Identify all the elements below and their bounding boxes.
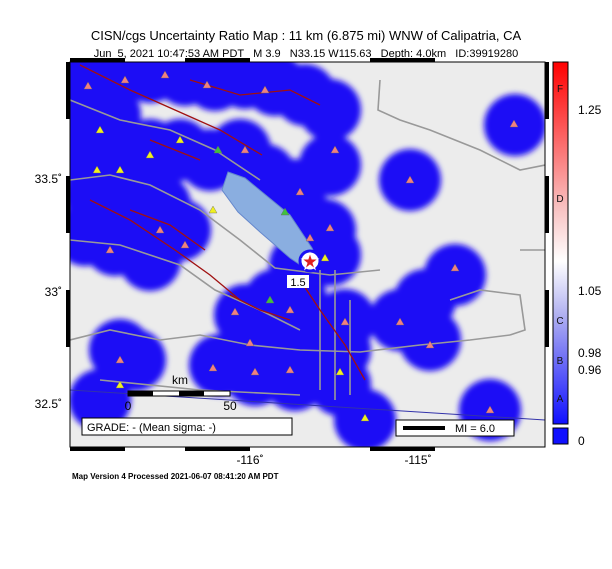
scale-end: 50	[223, 399, 237, 413]
station	[120, 75, 130, 84]
colorbar-value: 0.96	[578, 363, 602, 377]
station	[83, 81, 93, 90]
mi-legend-text: MI = 6.0	[455, 423, 495, 435]
colorbar-value: 1.05	[578, 284, 602, 298]
station	[245, 338, 255, 347]
map-frame	[69, 61, 546, 448]
station	[155, 225, 165, 234]
station	[325, 223, 335, 232]
station	[115, 380, 125, 389]
stations	[83, 70, 519, 422]
scale-bar-segment	[128, 391, 153, 396]
station	[265, 295, 275, 304]
colorbar-value: 0	[578, 434, 585, 448]
station	[145, 150, 155, 159]
station	[485, 405, 495, 414]
uncertainty-blob	[70, 369, 131, 431]
scale-unit: km	[172, 373, 188, 387]
station	[450, 263, 460, 272]
contour-label-box	[287, 275, 309, 288]
frame-ticks	[66, 58, 549, 451]
faults	[79, 64, 366, 381]
station	[115, 165, 125, 174]
mi-legend-box	[395, 419, 515, 437]
station	[335, 367, 345, 376]
station	[340, 317, 350, 326]
colorbar-value: 0.98	[578, 346, 602, 360]
station	[509, 119, 519, 128]
station	[285, 365, 295, 374]
station	[213, 145, 223, 154]
station	[295, 187, 305, 196]
station	[230, 307, 240, 316]
grade-label: F	[557, 84, 563, 95]
grade-label: B	[557, 356, 564, 367]
station	[425, 340, 435, 349]
colorbar-min	[552, 427, 569, 445]
lon-label: -115˚	[404, 453, 431, 467]
station	[305, 233, 315, 242]
station	[115, 355, 125, 364]
station	[360, 413, 370, 422]
station	[285, 305, 295, 314]
station	[240, 145, 250, 154]
uncertainty-blob	[264, 349, 326, 411]
epicenter	[300, 251, 320, 271]
station	[405, 175, 415, 184]
lat-label: 33˚	[45, 285, 62, 299]
station	[95, 125, 105, 134]
scale-bar-segment	[179, 391, 204, 396]
lon-label: -116˚	[236, 453, 263, 467]
lat-label: 33.5˚	[35, 172, 62, 186]
colorbar-value: 1.25	[578, 103, 602, 117]
roads	[70, 79, 545, 400]
station	[160, 70, 170, 79]
scale-start: 0	[125, 399, 132, 413]
station	[208, 363, 218, 372]
station	[175, 135, 185, 144]
station	[330, 145, 340, 154]
station	[250, 367, 260, 376]
grade-label: C	[556, 316, 563, 327]
colorbar	[552, 61, 569, 425]
title: CISN/cgs Uncertainty Ratio Map : 11 km (…	[91, 28, 522, 43]
grade-label: A	[557, 394, 564, 405]
uncertainty-blob	[424, 244, 486, 306]
map-area: 1.5 GRADE: - (Mean sigma: -) MI = 6.0 km…	[70, 62, 545, 447]
station	[260, 85, 270, 94]
station	[280, 207, 290, 216]
grade-box	[81, 417, 293, 436]
station	[180, 240, 190, 249]
footer: Map Version 4 Processed 2021-06-07 08:41…	[72, 472, 279, 481]
station	[92, 165, 102, 174]
subtitle: Jun 5, 2021 10:47:53 AM PDT M 3.9 N33.15…	[94, 48, 519, 60]
grade-text: GRADE: - (Mean sigma: -)	[87, 422, 216, 434]
station	[208, 205, 218, 214]
uncertainty-blob	[299, 79, 361, 141]
uncertainty-blob	[119, 229, 181, 291]
uncertainty-blob	[299, 134, 361, 196]
lat-label: 32.5˚	[35, 397, 62, 411]
contour-label: 1.5	[290, 277, 305, 289]
uncertainty-blob	[104, 329, 166, 391]
station	[320, 253, 330, 262]
station	[202, 80, 212, 89]
station	[105, 245, 115, 254]
station	[395, 317, 405, 326]
grade-label: D	[556, 194, 563, 205]
